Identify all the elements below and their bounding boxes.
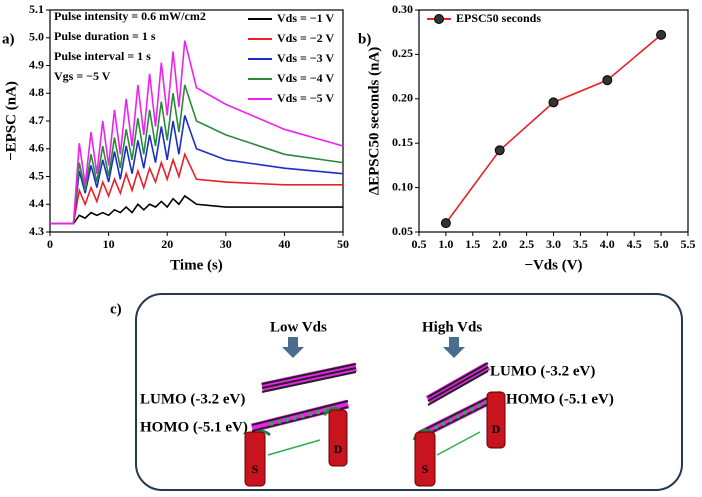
x-tick-label: 5.5 <box>681 237 696 251</box>
panel-label: a) <box>2 31 15 47</box>
y-tick-label: 0.15 <box>392 135 413 149</box>
x-tick-label: 50 <box>337 237 349 251</box>
x-tick-label: 2.5 <box>519 237 534 251</box>
y-tick-label: 5.1 <box>29 2 44 16</box>
x-tick-label: 2.0 <box>492 237 507 251</box>
y-axis-label: −EPSC (nA) <box>3 81 19 161</box>
y-tick-label: 4.3 <box>29 224 44 238</box>
annotation: Pulse intensity = 0.6 mW/cm2 <box>54 9 206 23</box>
x-tick-label: 1.5 <box>465 237 480 251</box>
legend-label: Vds = −3 V <box>277 51 334 65</box>
y-tick-label: 0.30 <box>392 2 413 16</box>
legend-label: Vds = −2 V <box>277 31 334 45</box>
y-tick-label: 0.10 <box>392 179 413 193</box>
drain-label: D <box>492 422 501 436</box>
series-line <box>50 84 344 225</box>
series-line <box>50 40 344 225</box>
homo-label: HOMO (-5.1 eV) <box>506 391 614 407</box>
plot-frame <box>49 9 344 233</box>
panel-label: b) <box>358 31 371 47</box>
legend-label: Vds = −4 V <box>277 71 334 85</box>
x-tick-label: 10 <box>103 237 115 251</box>
source-electrode <box>414 431 436 487</box>
x-axis-label: −Vds (V) <box>524 257 582 273</box>
diagram-frame <box>135 293 683 491</box>
drain-label: D <box>334 442 343 456</box>
y-tick-label: 4.4 <box>29 196 44 210</box>
drain-electrode <box>486 391 506 449</box>
y-axis-label: ΔEPSC50 seconds (nA) <box>366 47 382 196</box>
lumo-label: LUMO (-3.2 eV) <box>140 391 245 407</box>
y-tick-label: 4.6 <box>29 141 44 155</box>
x-tick-label: 0 <box>47 237 53 251</box>
lumo-label: LUMO (-3.2 eV) <box>490 363 595 379</box>
y-tick-label: 0.25 <box>392 46 413 60</box>
marker <box>656 29 667 40</box>
x-tick-label: 5.0 <box>654 237 669 251</box>
y-tick-label: 0.05 <box>392 224 413 238</box>
x-tick-label: 3.5 <box>573 237 588 251</box>
diagram: c) Low Vds High Vds S D LUMO (-3.2 eV) H… <box>110 293 683 491</box>
y-tick-label: 4.9 <box>29 57 44 71</box>
plot-frame <box>418 9 689 233</box>
legend-label: EPSC50 seconds <box>456 11 541 25</box>
marker <box>548 97 559 108</box>
drain-electrode <box>328 409 348 467</box>
series-line <box>445 34 662 224</box>
x-tick-label: 4.0 <box>600 237 615 251</box>
arrow <box>443 337 465 358</box>
high-vds: High Vds <box>422 319 482 335</box>
y-tick-label: 4.8 <box>29 85 44 99</box>
low-vds: Low Vds <box>270 319 327 335</box>
arrow <box>282 337 304 358</box>
x-tick-label: 0.5 <box>412 237 427 251</box>
legend-marker <box>434 14 444 24</box>
x-tick-label: 3.0 <box>546 237 561 251</box>
x-axis-label: Time (s) <box>170 257 223 273</box>
y-tick-label: 4.7 <box>29 113 44 127</box>
panel-label: c) <box>110 301 122 317</box>
series-line <box>50 115 344 225</box>
series-line <box>50 151 343 225</box>
x-tick-label: 4.5 <box>627 237 642 251</box>
annotation: Pulse interval = 1 s <box>54 49 151 63</box>
legend-label: Vds = −5 V <box>277 91 334 105</box>
source-electrode <box>244 431 266 487</box>
y-tick-label: 5.0 <box>29 30 44 44</box>
series-line <box>50 194 343 225</box>
x-tick-label: 40 <box>278 237 290 251</box>
bands-left <box>248 362 357 456</box>
annotation: Vgs = −5 V <box>54 69 111 83</box>
source-label: S <box>422 462 429 476</box>
marker <box>440 218 451 229</box>
legend-label: Vds = −1 V <box>277 11 334 25</box>
annotation: Pulse duration = 1 s <box>54 29 156 43</box>
x-tick-label: 1.0 <box>438 237 453 251</box>
marker <box>602 75 613 86</box>
x-tick-label: 30 <box>220 237 232 251</box>
y-tick-label: 0.20 <box>392 91 413 105</box>
y-tick-label: 4.5 <box>29 168 44 182</box>
source-label: S <box>252 462 259 476</box>
homo-label: HOMO (-5.1 eV) <box>140 419 248 435</box>
marker <box>494 145 505 156</box>
x-tick-label: 20 <box>161 237 173 251</box>
